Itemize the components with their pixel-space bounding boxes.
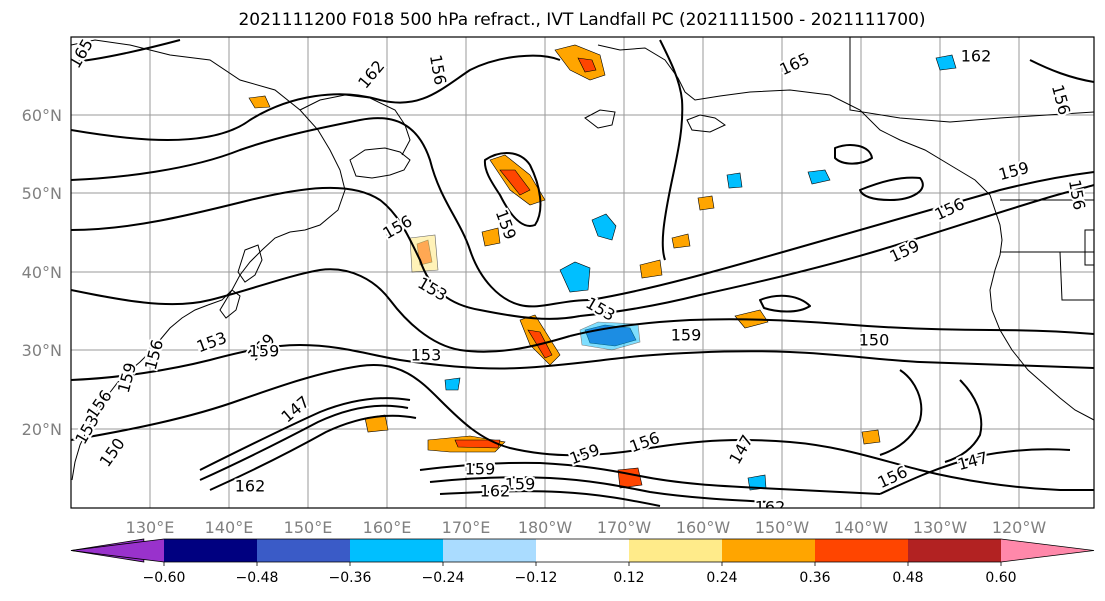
contour-label: 159 (671, 326, 702, 345)
contour-label: 150 (859, 331, 890, 350)
longitude-tick-label: 160°W (676, 518, 731, 537)
light-blue-shading (579, 321, 641, 351)
colorbar-tick-label: −0.36 (329, 570, 372, 586)
latitude-tick-label: 20°N (22, 420, 62, 439)
orange-red-shading (617, 467, 643, 489)
contour-label: 162 (961, 47, 992, 66)
colorbar-extend-low (71, 539, 164, 562)
latitude-labels: 60°N 50°N 40°N 30°N 20°N (22, 106, 62, 439)
contours (71, 39, 1094, 507)
colorbar-tick-label: −0.12 (515, 570, 558, 586)
colorbar-tick-label: 0.12 (613, 570, 644, 586)
colorbar-tick-label: 0.60 (985, 570, 1016, 586)
colorbar-tick-label: −0.60 (143, 570, 186, 586)
contour-label: 162 (755, 498, 786, 517)
longitude-tick-label: 140°W (834, 518, 889, 537)
longitude-tick-label: 140°E (205, 518, 254, 537)
figure-title: 2021111200 F018 500 hPa refract., IVT La… (238, 10, 925, 30)
latitude-tick-label: 60°N (22, 106, 62, 125)
light-blue-shading (935, 54, 957, 71)
longitude-tick-label: 160°E (363, 518, 412, 537)
orange-shading (248, 95, 271, 109)
borders (849, 37, 1094, 301)
orange-shading (671, 233, 691, 249)
latitude-tick-label: 40°N (22, 263, 62, 282)
colorbar-segment (722, 539, 816, 562)
longitude-tick-label: 150°E (284, 518, 333, 537)
colorbar-segment (350, 539, 444, 562)
longitude-tick-label: 170°E (442, 518, 491, 537)
contour-label: 162 (235, 477, 266, 496)
longitude-labels: 130°E 140°E 150°E 160°E 170°E 180°W 170°W 160°W… (126, 518, 1047, 537)
colorbar-segment (629, 539, 723, 562)
longitude-tick-label: 150°W (755, 518, 810, 537)
colorbar-segment (257, 539, 351, 562)
colorbar-segment (443, 539, 537, 562)
latitude-tick-label: 50°N (22, 184, 62, 203)
contour-label: 162 (480, 482, 511, 501)
orange-red-shading (577, 57, 597, 73)
colorbar-segment (815, 539, 909, 562)
light-blue-shading (726, 172, 743, 189)
colorbar-tick-label: 0.36 (799, 570, 830, 586)
contour-label: 159 (249, 342, 280, 361)
orange-shading (861, 429, 881, 445)
shading-layer (248, 44, 957, 491)
colorbar-tick-label: 0.48 (892, 570, 923, 586)
colorbar-tick-label: −0.24 (422, 570, 465, 586)
colorbar: −0.60 −0.48 −0.36 −0.24 −0.12 0.12 0.24 0.36 0.4… (70, 538, 1095, 586)
colorbar-segment (908, 539, 1002, 562)
map-frame (70, 36, 1095, 509)
light-blue-shading (807, 169, 831, 185)
contour-label: 159 (505, 475, 536, 494)
longitude-tick-label: 120°W (992, 518, 1047, 537)
orange-red-shading (454, 439, 501, 449)
colorbar-segment (164, 539, 258, 562)
orange-shading (481, 227, 501, 247)
colorbar-tick-label: 0.24 (706, 570, 737, 586)
orange-red-shading (499, 169, 531, 196)
colorbar-segment (536, 539, 630, 562)
longitude-tick-label: 170°W (597, 518, 652, 537)
orange-shading (639, 259, 663, 279)
longitude-tick-label: 130°W (913, 518, 968, 537)
colorbar-extend-high (1001, 539, 1094, 562)
longitude-tick-label: 180°W (518, 518, 573, 537)
contour-label: 153 (411, 346, 442, 365)
coastlines (71, 39, 1094, 481)
longitude-tick-label: 130°E (126, 518, 175, 537)
light-blue-shading (591, 213, 617, 241)
orange-shading (697, 195, 715, 211)
light-blue-shading (444, 377, 461, 391)
yellow-shading (409, 234, 439, 273)
colorbar-tick-label: −0.48 (236, 570, 279, 586)
contour-label: 159 (465, 460, 496, 479)
light-blue-shading (559, 261, 591, 293)
latitude-tick-label: 30°N (22, 341, 62, 360)
